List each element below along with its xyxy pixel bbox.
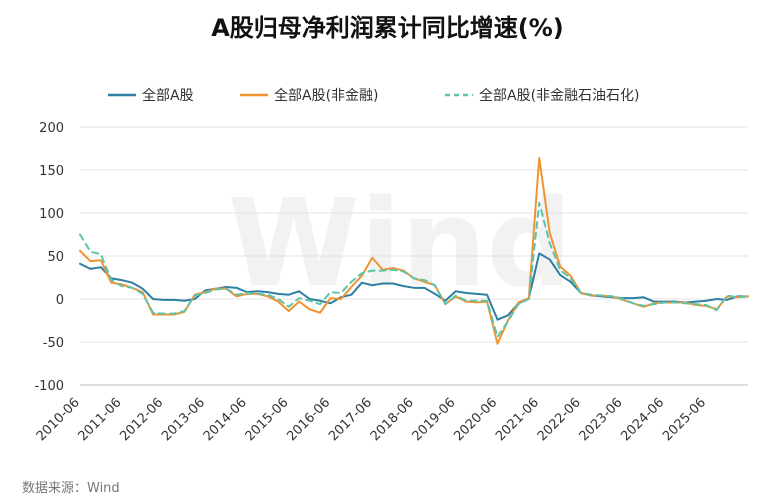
x-tick-label: 2013-06 [159,395,208,444]
chart-title: A股归母净利润累计同比增速(%) [211,14,564,42]
x-tick-label: 2019-06 [410,395,459,444]
x-tick-label: 2025-06 [660,395,709,444]
y-tick-label: -50 [43,336,64,351]
watermark: Wind [228,175,573,314]
x-tick-label: 2010-06 [34,395,83,444]
y-tick-label: 50 [47,250,64,265]
x-tick-label: 2018-06 [368,395,417,444]
x-tick-label: 2015-06 [243,395,292,444]
x-tick-label: 2023-06 [577,395,626,444]
x-tick-label: 2016-06 [284,395,333,444]
legend-label-3: 全部A股(非金融石油石化) [479,87,640,104]
series-group [79,156,749,345]
x-tick-label: 2011-06 [76,395,125,444]
grid [80,126,748,386]
legend: 全部A股 全部A股(非金融) 全部A股(非金融石油石化) [108,87,640,104]
x-tick-label: 2017-06 [326,395,375,444]
y-tick-label: -100 [34,379,64,394]
x-tick-label: 2014-06 [201,395,250,444]
x-tick-label: 2012-06 [117,395,166,444]
y-tick-label: 150 [39,164,64,179]
legend-label-2: 全部A股(非金融) [274,87,379,104]
x-axis: 2010-062011-062012-062013-062014-062015-… [34,395,709,444]
y-tick-label: 0 [56,293,64,308]
x-tick-label: 2021-06 [493,395,542,444]
x-tick-label: 2022-06 [535,395,584,444]
y-axis: 200 150 100 50 0 -50 -100 [34,121,64,394]
x-tick-label: 2020-06 [451,395,500,444]
source-note: 数据来源：Wind [22,481,120,496]
x-tick-label: 2024-06 [618,395,667,444]
series-line-3 [79,201,749,338]
y-tick-label: 100 [39,207,64,222]
legend-label-1: 全部A股 [142,87,194,104]
y-tick-label: 200 [39,121,64,136]
